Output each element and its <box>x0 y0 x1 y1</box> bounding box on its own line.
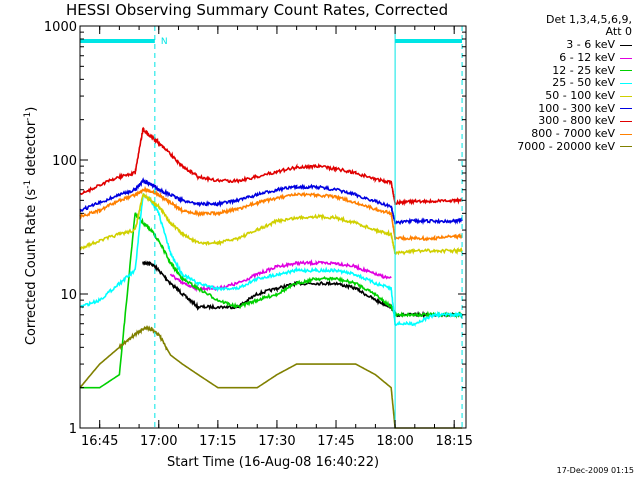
y-tick-label: 1000 <box>44 20 77 35</box>
legend-header-line: Det 1,3,4,5,6,9, <box>545 13 632 26</box>
datestamp: 17-Dec-2009 01:15 <box>556 466 634 475</box>
axes-layer: 1 10 100 1000 16:45 17:00 17:15 17:30 17:45 18:00… <box>44 20 473 449</box>
legend-label: 100 - 300 keV <box>538 101 615 115</box>
legend: Det 1,3,4,5,6,9, Att 0 3 - 6 keV 6 - 12 k… <box>517 14 632 153</box>
legend-swatch <box>620 70 632 72</box>
legend-label: 3 - 6 keV <box>566 38 615 52</box>
legend-entry: 800 - 7000 keV <box>517 128 632 141</box>
legend-label: 300 - 800 keV <box>538 114 615 128</box>
legend-swatch <box>620 95 632 97</box>
x-tick-label: 18:15 <box>435 434 472 449</box>
series-line <box>79 192 463 327</box>
x-tick-label: 16:45 <box>81 434 118 449</box>
x-tick-label: 17:45 <box>317 434 354 449</box>
flag-label: N <box>161 37 168 47</box>
x-tick-label: 18:00 <box>376 434 413 449</box>
legend-swatch <box>620 44 632 46</box>
y-tick-label: 10 <box>60 288 77 303</box>
legend-label: 6 - 12 keV <box>559 51 615 65</box>
x-axis-label: Start Time (16-Aug-08 16:40:22) <box>166 455 380 470</box>
y-tick-label: 1 <box>69 422 77 437</box>
legend-entry: 50 - 100 keV <box>517 90 632 103</box>
legend-header: Det 1,3,4,5,6,9, Att 0 <box>517 14 632 38</box>
chart-title: HESSI Observing Summary Count Rates, Cor… <box>66 1 449 19</box>
legend-swatch <box>620 82 632 84</box>
x-tick-label: 17:15 <box>199 434 236 449</box>
legend-entry: 100 - 300 keV <box>517 102 632 115</box>
legend-entry: 7000 - 20000 keV <box>517 139 632 154</box>
legend-swatch <box>620 146 632 148</box>
flag-layer: N <box>80 26 463 428</box>
legend-label: 7000 - 20000 keV <box>517 139 615 153</box>
legend-swatch <box>620 120 632 122</box>
legend-entry: 300 - 800 keV <box>517 115 632 128</box>
legend-swatch <box>620 133 632 135</box>
plot-frame <box>79 25 467 429</box>
legend-entry: 3 - 6 keV <box>517 39 632 52</box>
legend-label: 800 - 7000 keV <box>531 127 615 141</box>
series-line <box>79 324 463 429</box>
legend-swatch <box>620 108 632 110</box>
legend-label: 25 - 50 keV <box>552 76 615 90</box>
series-layer <box>79 126 463 429</box>
legend-entries: 3 - 6 keV 6 - 12 keV 12 - 25 keV 25 - 50 ke… <box>517 39 632 153</box>
legend-entry: 12 - 25 keV <box>517 64 632 77</box>
legend-entry: 25 - 50 keV <box>517 77 632 90</box>
legend-label: 12 - 25 keV <box>552 63 615 77</box>
legend-entry: 6 - 12 keV <box>517 52 632 65</box>
y-tick-label: 100 <box>52 154 77 169</box>
legend-swatch <box>620 57 632 59</box>
legend-label: 50 - 100 keV <box>545 89 615 103</box>
x-tick-label: 17:00 <box>140 434 177 449</box>
legend-header-line: Att 0 <box>605 25 632 38</box>
x-tick-label: 17:30 <box>258 434 295 449</box>
